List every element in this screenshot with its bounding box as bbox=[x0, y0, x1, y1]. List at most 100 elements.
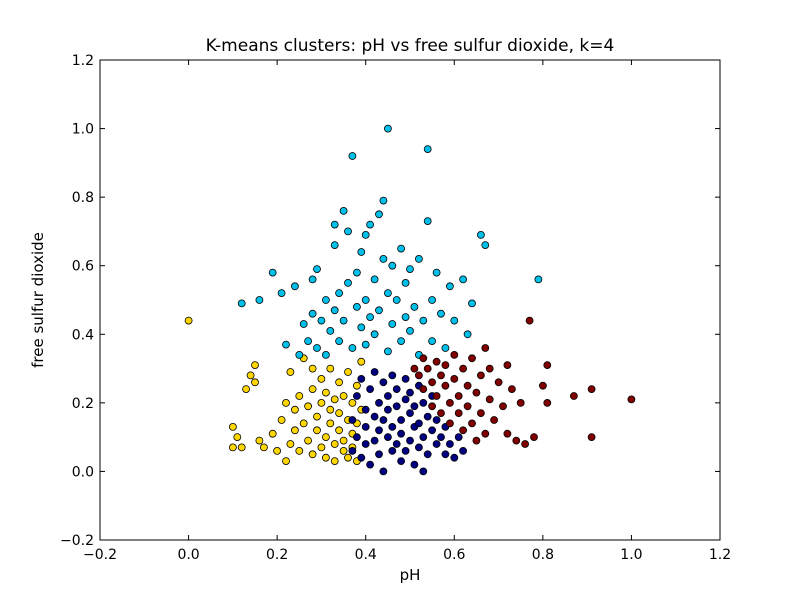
data-point-cluster-2 bbox=[397, 337, 406, 346]
data-point-cluster-4 bbox=[445, 398, 454, 407]
data-point-cluster-4 bbox=[476, 409, 485, 418]
data-point-cluster-1 bbox=[251, 361, 259, 370]
data-point-cluster-2 bbox=[383, 124, 392, 133]
data-point-cluster-3 bbox=[388, 446, 397, 455]
data-point-cluster-1 bbox=[330, 457, 339, 466]
data-point-cluster-2 bbox=[330, 241, 339, 250]
data-point-cluster-4 bbox=[432, 392, 441, 400]
data-point-cluster-3 bbox=[401, 446, 410, 455]
data-point-cluster-3 bbox=[419, 433, 428, 442]
data-point-cluster-1 bbox=[246, 371, 255, 380]
data-point-cluster-4 bbox=[472, 388, 481, 397]
data-point-cluster-2 bbox=[361, 340, 370, 349]
data-point-cluster-3 bbox=[414, 443, 423, 452]
data-point-cluster-1 bbox=[326, 419, 335, 428]
data-point-cluster-3 bbox=[352, 433, 361, 442]
data-point-cluster-2 bbox=[308, 275, 317, 284]
data-point-cluster-1 bbox=[321, 453, 330, 462]
data-point-cluster-4 bbox=[530, 433, 538, 442]
data-point-cluster-2 bbox=[366, 220, 375, 229]
data-point-cluster-2 bbox=[339, 206, 348, 215]
data-point-cluster-1 bbox=[317, 398, 326, 407]
data-point-cluster-2 bbox=[321, 350, 330, 359]
data-point-cluster-1 bbox=[242, 385, 251, 394]
data-point-cluster-2 bbox=[321, 296, 330, 304]
data-point-cluster-3 bbox=[459, 446, 468, 455]
data-point-cluster-2 bbox=[375, 210, 383, 219]
data-point-cluster-2 bbox=[237, 299, 246, 308]
data-point-cluster-2 bbox=[335, 337, 344, 346]
data-point-cluster-3 bbox=[406, 436, 414, 445]
data-point-cluster-2 bbox=[357, 323, 366, 332]
data-point-cluster-3 bbox=[361, 440, 370, 448]
data-point-cluster-2 bbox=[348, 152, 357, 160]
data-point-cluster-3 bbox=[397, 429, 406, 438]
data-point-cluster-2 bbox=[379, 254, 388, 263]
data-point-cluster-4 bbox=[445, 419, 454, 428]
data-point-cluster-2 bbox=[383, 289, 392, 298]
data-point-cluster-2 bbox=[481, 241, 490, 250]
data-point-cluster-2 bbox=[423, 217, 432, 226]
data-point-cluster-2 bbox=[401, 278, 410, 287]
data-point-cluster-4 bbox=[454, 409, 463, 418]
data-point-cluster-3 bbox=[423, 450, 432, 459]
data-point-cluster-4 bbox=[450, 374, 459, 383]
data-point-cluster-3 bbox=[370, 368, 379, 376]
y-axis-label: free sulfur dioxide bbox=[29, 232, 47, 368]
data-point-cluster-1 bbox=[286, 440, 295, 448]
data-point-cluster-4 bbox=[525, 316, 534, 325]
data-point-cluster-3 bbox=[383, 405, 392, 414]
data-point-cluster-4 bbox=[428, 402, 437, 411]
data-point-cluster-2 bbox=[299, 320, 308, 328]
data-point-cluster-1 bbox=[295, 446, 304, 455]
data-point-cluster-2 bbox=[317, 316, 326, 325]
data-point-cluster-2 bbox=[344, 227, 352, 236]
data-point-cluster-4 bbox=[414, 371, 423, 380]
data-point-cluster-4 bbox=[481, 429, 490, 438]
data-point-cluster-4 bbox=[441, 361, 450, 370]
data-point-cluster-3 bbox=[406, 409, 414, 418]
data-point-cluster-3 bbox=[379, 378, 388, 387]
data-point-cluster-2 bbox=[392, 296, 401, 304]
data-point-cluster-4 bbox=[410, 364, 419, 373]
data-point-cluster-1 bbox=[295, 392, 304, 400]
data-point-cluster-4 bbox=[459, 426, 468, 435]
data-point-cluster-1 bbox=[259, 443, 268, 452]
data-point-cluster-2 bbox=[326, 326, 335, 335]
data-point-cluster-3 bbox=[375, 398, 383, 407]
x-tick-label: 1.2 bbox=[709, 547, 731, 563]
data-point-cluster-4 bbox=[587, 385, 596, 394]
data-point-cluster-2 bbox=[406, 265, 414, 274]
data-point-cluster-1 bbox=[273, 446, 282, 455]
data-point-cluster-3 bbox=[423, 412, 432, 421]
data-point-cluster-2 bbox=[375, 306, 383, 315]
data-point-cluster-4 bbox=[419, 354, 428, 363]
data-point-cluster-1 bbox=[335, 409, 344, 418]
data-point-cluster-2 bbox=[397, 244, 406, 253]
data-point-cluster-2 bbox=[468, 299, 476, 308]
data-point-cluster-4 bbox=[481, 344, 490, 352]
data-point-cluster-2 bbox=[313, 344, 321, 352]
x-axis-label: pH bbox=[400, 566, 421, 584]
data-point-cluster-4 bbox=[476, 371, 485, 380]
data-point-cluster-1 bbox=[335, 426, 344, 435]
data-point-cluster-1 bbox=[286, 368, 295, 376]
data-point-cluster-4 bbox=[490, 416, 499, 424]
data-point-cluster-1 bbox=[237, 443, 246, 452]
data-point-cluster-2 bbox=[423, 145, 432, 154]
data-point-cluster-3 bbox=[445, 440, 454, 448]
data-point-cluster-1 bbox=[308, 450, 317, 459]
data-point-cluster-2 bbox=[361, 230, 370, 239]
data-point-cluster-1 bbox=[304, 402, 313, 411]
data-point-cluster-2 bbox=[361, 296, 370, 304]
data-point-cluster-2 bbox=[304, 337, 313, 346]
data-point-cluster-4 bbox=[543, 398, 552, 407]
data-point-cluster-2 bbox=[277, 289, 286, 298]
data-point-cluster-1 bbox=[233, 433, 242, 442]
data-point-cluster-3 bbox=[414, 419, 423, 428]
data-point-cluster-1 bbox=[326, 405, 335, 414]
data-point-cluster-4 bbox=[437, 371, 445, 380]
data-point-cluster-2 bbox=[268, 268, 277, 277]
data-point-cluster-4 bbox=[521, 440, 529, 448]
